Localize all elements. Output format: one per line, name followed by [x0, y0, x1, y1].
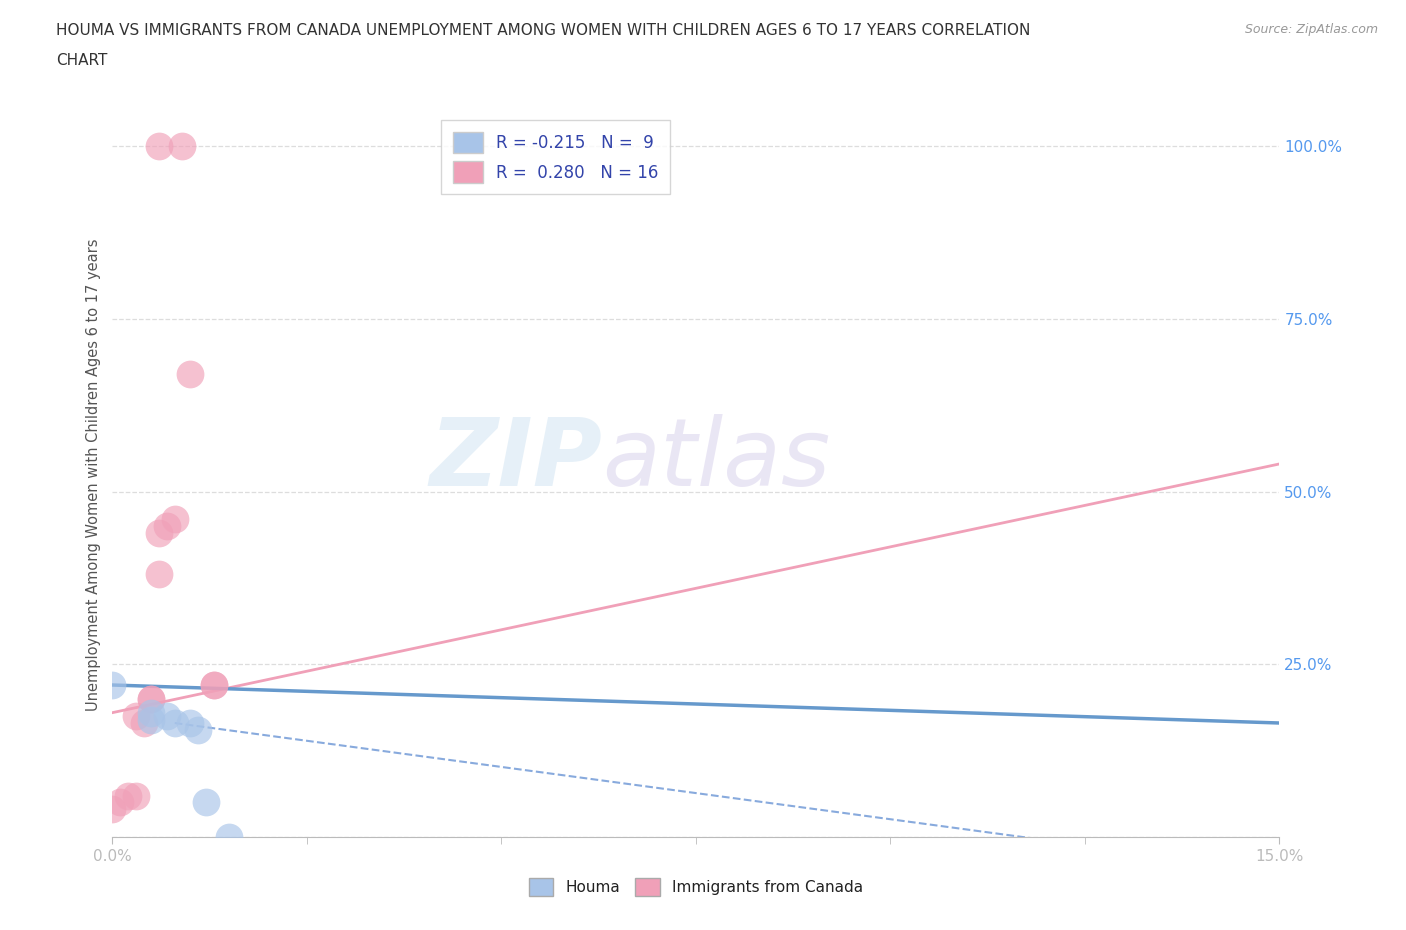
Point [156, 519, 179, 534]
Point [172, 139, 194, 153]
Point [125, 709, 148, 724]
Point [101, 678, 124, 693]
Point [148, 139, 170, 153]
Point [202, 678, 225, 693]
Point [141, 691, 163, 706]
Point [179, 366, 201, 381]
Text: atlas: atlas [603, 414, 831, 505]
Point [179, 715, 201, 730]
Point [156, 709, 179, 724]
Point [125, 788, 148, 803]
Point [141, 691, 163, 706]
Point [101, 802, 124, 817]
Point [194, 795, 217, 810]
Point [163, 512, 186, 526]
Point [202, 678, 225, 693]
Point [141, 705, 163, 720]
Text: HOUMA VS IMMIGRANTS FROM CANADA UNEMPLOYMENT AMONG WOMEN WITH CHILDREN AGES 6 TO: HOUMA VS IMMIGRANTS FROM CANADA UNEMPLOY… [56, 23, 1031, 38]
Point [163, 715, 186, 730]
Point [218, 830, 240, 844]
Point [110, 795, 132, 810]
Y-axis label: Unemployment Among Women with Children Ages 6 to 17 years: Unemployment Among Women with Children A… [86, 238, 101, 711]
Legend: Houma, Immigrants from Canada: Houma, Immigrants from Canada [523, 872, 869, 902]
Text: ZIP: ZIP [430, 414, 603, 506]
Point [141, 712, 163, 727]
Point [187, 723, 209, 737]
Text: CHART: CHART [56, 53, 108, 68]
Point [132, 715, 155, 730]
Point [117, 788, 139, 803]
Point [148, 525, 170, 540]
Text: Source: ZipAtlas.com: Source: ZipAtlas.com [1244, 23, 1378, 36]
Point [148, 567, 170, 582]
